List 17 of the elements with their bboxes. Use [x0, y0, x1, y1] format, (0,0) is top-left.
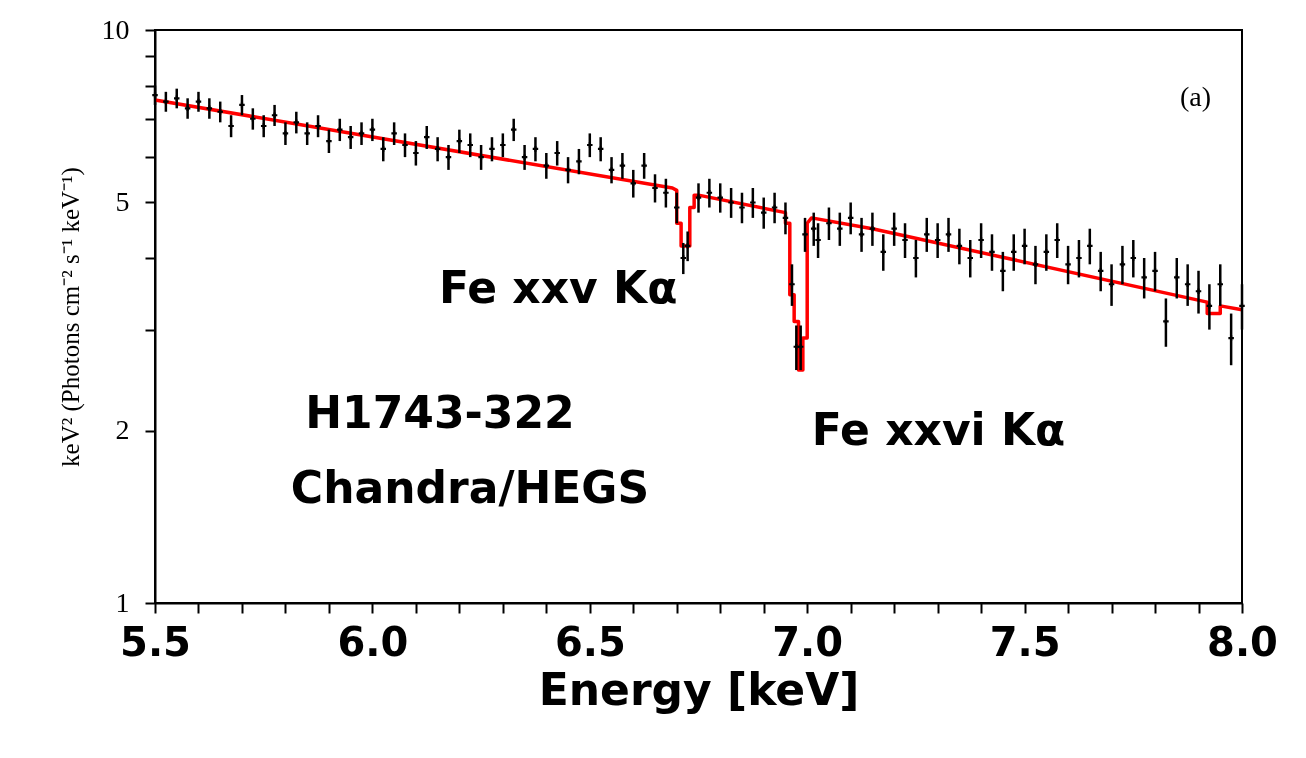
x-tick-label: 6.0: [337, 618, 409, 665]
annotation: Fe xxv Kα: [438, 261, 678, 313]
x-axis-title: Energy [keV]: [538, 663, 860, 715]
y-tick-label: 10: [101, 13, 130, 45]
y-tick-label: 1: [115, 586, 130, 618]
annotation: (a): [1180, 81, 1212, 112]
x-tick-label: 5.5: [120, 618, 191, 665]
y-tick-label: 2: [115, 414, 130, 446]
annotation: H1743-322: [305, 387, 575, 438]
x-tick-label: 6.5: [554, 618, 626, 665]
x-tick-label: 7.0: [772, 618, 844, 665]
annotation: Chandra/HEGS: [290, 462, 650, 513]
y-tick-label: 5: [115, 185, 130, 217]
x-tick-label: 8.0: [1207, 618, 1278, 665]
annotation: Fe xxvi Kα: [811, 404, 1066, 456]
x-tick-label: 7.5: [989, 618, 1061, 665]
y-axis-title: keV² (Photons cm⁻² s⁻¹ keV⁻¹): [56, 167, 85, 467]
